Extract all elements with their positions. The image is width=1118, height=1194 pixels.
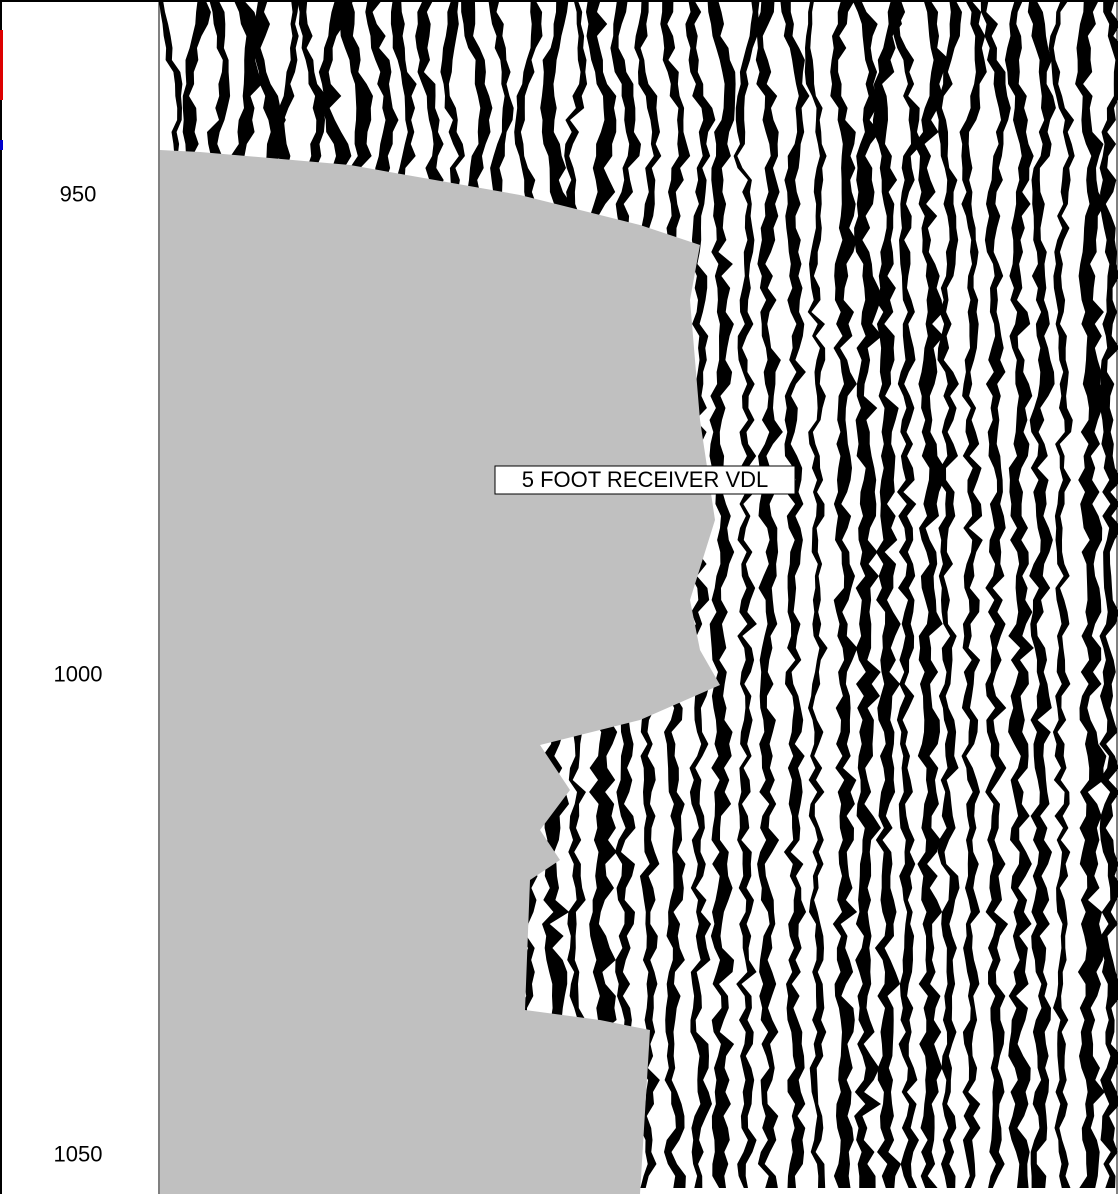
depth-label: 1050 <box>54 1141 103 1166</box>
depth-label: 950 <box>60 182 97 207</box>
vdl-stripe <box>959 0 987 1188</box>
vdl-stripe <box>780 0 810 1188</box>
vdl-stripe <box>1099 0 1118 1188</box>
annotation-box: 5 FOOT RECEIVER VDL <box>494 465 796 495</box>
vdl-stripe <box>707 0 736 1188</box>
depth-label: 1000 <box>54 662 103 687</box>
vdl-track <box>159 0 1118 1194</box>
curve-marker <box>0 30 3 100</box>
annotation-background <box>494 465 796 495</box>
vdl-stripe <box>1027 0 1056 1188</box>
vdl-stripe <box>804 0 828 1188</box>
vdl-stripe <box>1075 0 1107 1188</box>
annotation: 5 FOOT RECEIVER VDL <box>522 467 769 492</box>
vdl-stripe <box>914 0 950 1188</box>
vdl-stripe <box>685 0 716 1188</box>
vdl-stripe <box>852 0 883 1188</box>
vdl-stripe <box>980 0 1011 1188</box>
vdl-blank-area <box>160 150 720 1194</box>
vdl-stripe <box>893 0 923 1188</box>
vdl-stripe <box>733 0 760 1188</box>
vdl-stripe <box>1004 0 1034 1188</box>
vdl-stripe <box>872 0 902 1188</box>
vdl-stripe <box>830 0 858 1188</box>
vdl-stripe <box>935 0 962 1188</box>
curve-marker <box>0 140 3 150</box>
vdl-stripe <box>1048 0 1075 1188</box>
vdl-stripe <box>755 0 783 1188</box>
